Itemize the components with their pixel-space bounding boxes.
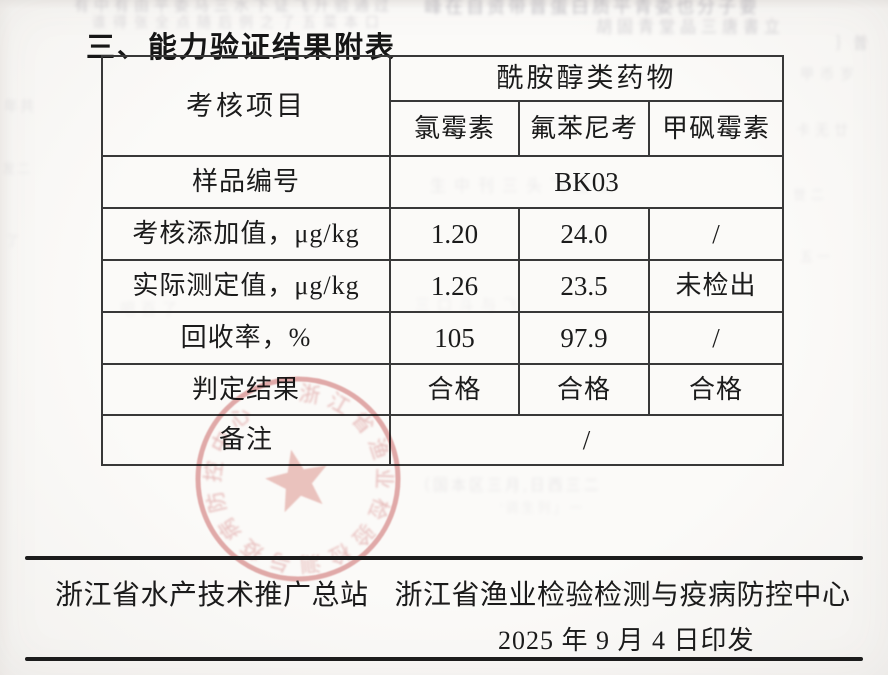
print-date: 2025 年 9 月 4 日印发 <box>498 626 755 655</box>
bleedthrough-text: 卡无廿 <box>796 123 853 140</box>
row-label-measured-value: 实际测定值，μg/kg <box>103 261 391 313</box>
issuer-right: 浙江省渔业检验检测与疫病防控中心 <box>394 580 851 611</box>
cell-value: 未检出 <box>650 261 782 313</box>
cell-value: 1.20 <box>391 209 520 261</box>
cell-value: 24.0 <box>520 209 650 261</box>
issuer-line: 浙江省水产技术推广总站 浙江省渔业检验检测与疫病防控中心 <box>55 573 850 613</box>
bleedthrough-text: 发二 <box>2 160 33 177</box>
column-header-chloramphenicol: 氯霉素 <box>391 102 520 157</box>
bleedthrough-text: 世二 <box>793 186 830 203</box>
bleedthrough-text: 峰在自资带晋蛋白质平青委也分子要 <box>424 0 760 17</box>
cell-value: / <box>650 209 782 261</box>
row-label-sample-id: 样品编号 <box>103 157 391 209</box>
row-label-remarks: 备注 <box>103 416 391 464</box>
cell-value: 1.26 <box>391 261 520 313</box>
table-corner-header: 考核项目 <box>103 57 391 157</box>
cell-value: 23.5 <box>520 261 650 313</box>
footer-top-rule <box>25 556 863 560</box>
bleedthrough-text: 有中有由平委马三水下证飞升验通过 <box>74 0 395 15</box>
cell-value: 105 <box>391 313 520 365</box>
cell-value: 97.9 <box>520 313 650 365</box>
row-label-judgement: 判定结果 <box>103 365 391 416</box>
cell-value: 合格 <box>391 365 520 416</box>
row-label-recovery: 回收率，% <box>103 313 391 365</box>
cell-value: 合格 <box>650 365 782 416</box>
issuer-left: 浙江省水产技术推广总站 <box>55 580 369 611</box>
bleedthrough-text: 五一 <box>800 248 835 265</box>
row-label-spiked-value: 考核添加值，μg/kg <box>103 209 391 261</box>
bleedthrough-text: 年共 <box>4 99 36 116</box>
bleedthrough-text: ｝普 <box>836 35 871 53</box>
bleedthrough-text: '调生列」一 <box>500 499 586 516</box>
cell-value: 合格 <box>520 365 650 416</box>
results-table: 考核项目 酰胺醇类药物 氯霉素 氟苯尼考 甲砜霉素 样品编号 BK03 考核添加… <box>101 55 784 466</box>
cell-value: / <box>650 313 782 365</box>
table-group-header: 酰胺醇类药物 <box>391 57 782 102</box>
cell-sample-id: BK03 <box>391 157 782 209</box>
bleedthrough-text: （国本区三月,日西三二 <box>415 477 602 495</box>
bleedthrough-text: 甲币岁 <box>800 67 860 84</box>
column-header-florfenicol: 氟苯尼考 <box>520 102 650 157</box>
footer-bottom-rule <box>25 657 863 661</box>
cell-remarks: / <box>582 424 591 455</box>
column-header-thiamphenicol: 甲砜霉素 <box>650 102 782 157</box>
bleedthrough-text: 了 <box>6 232 22 249</box>
bleedthrough-text: 胡固青堂品三唐書立 <box>596 18 786 37</box>
document-title: 三、能力验证结果附表 <box>86 32 397 64</box>
